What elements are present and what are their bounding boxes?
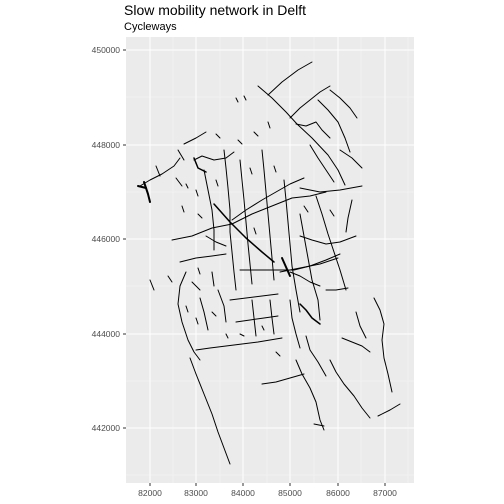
- minor-grid: [126, 37, 414, 483]
- axis-ticks: [123, 49, 386, 486]
- y-tick-label: 444000: [92, 329, 121, 339]
- x-tick-label: 84000: [231, 488, 255, 498]
- cycleway-network: [137, 61, 401, 465]
- x-tick-label: 82000: [138, 488, 162, 498]
- x-tick-label: 85000: [278, 488, 302, 498]
- x-tick-label: 83000: [184, 488, 208, 498]
- map-title: Slow mobility network in Delft: [124, 2, 307, 18]
- x-tick-label: 87000: [373, 488, 397, 498]
- y-tick-label: 450000: [92, 45, 121, 55]
- cycleway-fragments: [149, 95, 335, 357]
- x-tick-label: 86000: [326, 488, 350, 498]
- y-tick-label: 446000: [92, 234, 121, 244]
- map-subtitle: Cycleways: [124, 21, 177, 33]
- y-tick-label: 442000: [92, 423, 121, 433]
- panel-background: [126, 37, 414, 483]
- y-tick-label: 448000: [92, 140, 121, 150]
